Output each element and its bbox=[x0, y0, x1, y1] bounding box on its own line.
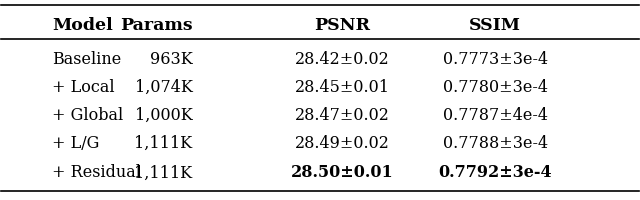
Text: 28.50±0.01: 28.50±0.01 bbox=[291, 164, 394, 180]
Text: 28.45±0.01: 28.45±0.01 bbox=[295, 79, 390, 96]
Text: 28.42±0.02: 28.42±0.02 bbox=[295, 51, 390, 68]
Text: + Residual: + Residual bbox=[52, 164, 141, 180]
Text: 1,111K: 1,111K bbox=[134, 134, 193, 151]
Text: Model: Model bbox=[52, 17, 113, 34]
Text: + L/G: + L/G bbox=[52, 134, 100, 151]
Text: 0.7788±3e-4: 0.7788±3e-4 bbox=[443, 134, 548, 151]
Text: PSNR: PSNR bbox=[314, 17, 371, 34]
Text: SSIM: SSIM bbox=[469, 17, 521, 34]
Text: 28.49±0.02: 28.49±0.02 bbox=[295, 134, 390, 151]
Text: + Global: + Global bbox=[52, 106, 124, 123]
Text: 0.7773±3e-4: 0.7773±3e-4 bbox=[443, 51, 548, 68]
Text: 28.47±0.02: 28.47±0.02 bbox=[295, 106, 390, 123]
Text: 1,000K: 1,000K bbox=[135, 106, 193, 123]
Text: 0.7792±3e-4: 0.7792±3e-4 bbox=[438, 164, 552, 180]
Text: Params: Params bbox=[120, 17, 193, 34]
Text: Baseline: Baseline bbox=[52, 51, 122, 68]
Text: 963K: 963K bbox=[150, 51, 193, 68]
Text: + Local: + Local bbox=[52, 79, 115, 96]
Text: 1,074K: 1,074K bbox=[134, 79, 193, 96]
Text: 0.7780±3e-4: 0.7780±3e-4 bbox=[443, 79, 548, 96]
Text: 0.7787±4e-4: 0.7787±4e-4 bbox=[443, 106, 548, 123]
Text: 1,111K: 1,111K bbox=[134, 164, 193, 180]
